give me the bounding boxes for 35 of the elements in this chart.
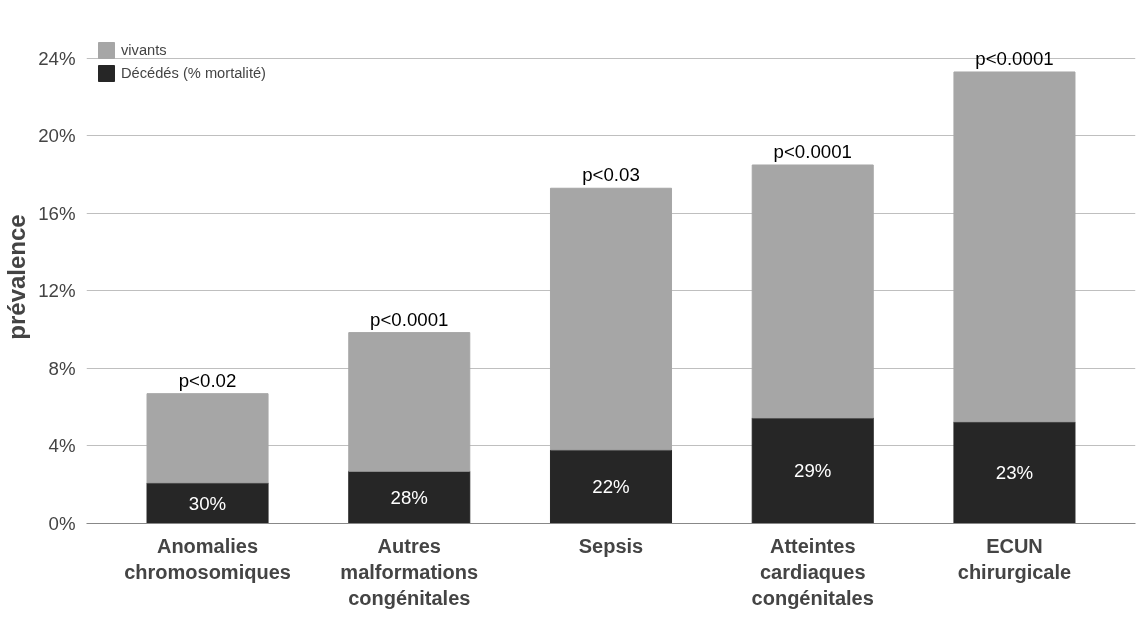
annotation: p<0.0001 [773, 140, 852, 162]
y-tick-label: 4% [48, 435, 76, 457]
legend-label: Décédés (% mortalité) [121, 65, 266, 81]
annotation: p<0.03 [582, 164, 640, 186]
annotation: 28% [390, 486, 428, 508]
y-axis-title: prévalence [3, 214, 31, 340]
y-tick-label: 24% [38, 47, 76, 69]
bar [751, 164, 874, 419]
annotation: 22% [592, 476, 630, 498]
bar [348, 332, 471, 472]
x-tick-label: Autres malformations congénitales [340, 534, 479, 610]
annotation: 29% [794, 460, 832, 482]
annotation: p<0.0001 [370, 308, 449, 330]
annotation: 23% [995, 462, 1034, 484]
y-tick-label: 16% [38, 202, 76, 224]
bar [549, 187, 673, 451]
annotation: p<0.0001 [975, 47, 1054, 69]
bar [549, 449, 673, 524]
x-tick-label: Atteintes cardiaques congénitales [751, 534, 874, 610]
bar [953, 421, 1076, 524]
x-tick-label: Anomalies chromosomiques [124, 534, 291, 583]
annotation: 30% [188, 492, 227, 514]
legend-label: vivants [121, 42, 167, 58]
bar [953, 71, 1076, 423]
y-tick-label: 8% [48, 357, 76, 379]
annotation: p<0.02 [178, 369, 237, 391]
x-tick-label: Sepsis [578, 534, 644, 557]
x-tick-label: ECUN chirurgicale [957, 534, 1072, 583]
y-tick-label: 20% [38, 125, 76, 147]
bar [146, 393, 269, 484]
y-tick-label: 12% [38, 280, 76, 302]
bar [751, 417, 874, 524]
bar [348, 470, 471, 524]
bar [146, 482, 269, 524]
y-tick-label: 0% [48, 513, 76, 534]
